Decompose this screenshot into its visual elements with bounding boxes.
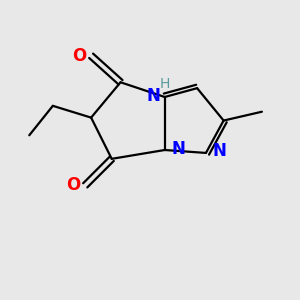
- Text: O: O: [66, 176, 81, 194]
- Text: N: N: [212, 142, 226, 160]
- Text: N: N: [171, 140, 185, 158]
- Text: O: O: [72, 47, 86, 65]
- Text: N: N: [146, 86, 160, 104]
- Text: H: H: [160, 77, 170, 91]
